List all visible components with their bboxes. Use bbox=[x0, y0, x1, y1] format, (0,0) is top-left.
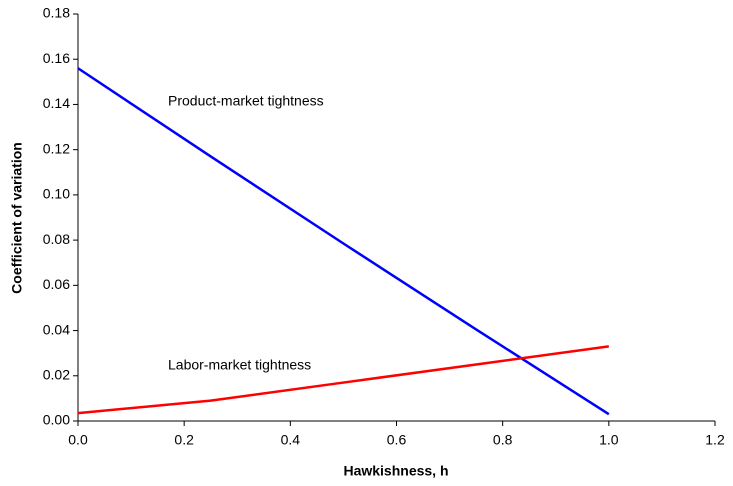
x-axis-title: Hawkishness, h bbox=[343, 463, 448, 479]
x-tick-label: 0.4 bbox=[281, 432, 301, 448]
x-tick-label: 0.6 bbox=[387, 432, 407, 448]
x-tick-label: 1.0 bbox=[599, 432, 619, 448]
y-tick-label: 0.06 bbox=[43, 276, 70, 292]
y-tick-label: 0.14 bbox=[43, 95, 70, 111]
y-tick-label: 0.04 bbox=[43, 321, 70, 337]
y-tick-label: 0.16 bbox=[43, 50, 70, 66]
x-tick-label: 0.0 bbox=[68, 432, 88, 448]
series-label: Labor-market tightness bbox=[168, 357, 311, 373]
y-axis-title: Coefficient of variation bbox=[9, 142, 25, 294]
y-tick-label: 0.08 bbox=[43, 231, 70, 247]
x-tick-label: 0.2 bbox=[174, 432, 194, 448]
series-label: Product-market tightness bbox=[168, 93, 324, 109]
y-tick-label: 0.02 bbox=[43, 366, 70, 382]
y-tick-label: 0.10 bbox=[43, 186, 70, 202]
y-tick-label: 0.18 bbox=[43, 5, 70, 21]
y-tick-label: 0.12 bbox=[43, 140, 70, 156]
x-tick-label: 0.8 bbox=[493, 432, 513, 448]
series-line bbox=[77, 345, 610, 415]
x-tick-label: 1.2 bbox=[705, 432, 725, 448]
series-line bbox=[77, 67, 610, 416]
y-tick-label: 0.00 bbox=[43, 412, 70, 428]
